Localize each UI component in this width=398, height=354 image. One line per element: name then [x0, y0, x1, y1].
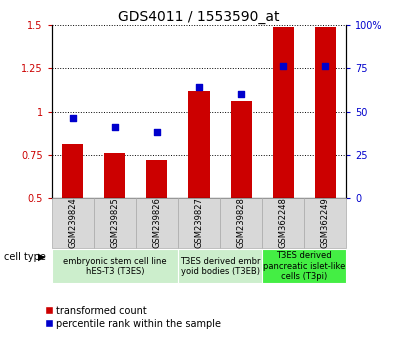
Text: T3ES derived
pancreatic islet-like
cells (T3pi): T3ES derived pancreatic islet-like cells… — [263, 251, 345, 281]
Bar — [262, 198, 304, 247]
Point — [280, 64, 286, 69]
Text: GSM362249: GSM362249 — [321, 198, 330, 248]
Bar — [52, 249, 178, 283]
Bar — [304, 198, 346, 247]
Bar — [262, 249, 346, 283]
Bar — [273, 27, 294, 198]
Text: embryonic stem cell line
hES-T3 (T3ES): embryonic stem cell line hES-T3 (T3ES) — [63, 257, 167, 276]
Text: T3ES derived embr
yoid bodies (T3EB): T3ES derived embr yoid bodies (T3EB) — [180, 257, 260, 276]
Point — [322, 64, 328, 69]
Text: ▶: ▶ — [38, 252, 45, 262]
Text: GSM239826: GSM239826 — [152, 198, 162, 248]
Point — [70, 116, 76, 121]
Bar — [178, 198, 220, 247]
Bar — [104, 153, 125, 198]
Text: GSM239828: GSM239828 — [236, 198, 246, 248]
Text: GSM239824: GSM239824 — [68, 198, 77, 248]
Bar — [230, 101, 252, 198]
Text: cell type: cell type — [4, 252, 46, 262]
Title: GDS4011 / 1553590_at: GDS4011 / 1553590_at — [118, 10, 280, 24]
Point — [238, 91, 244, 97]
Bar — [136, 198, 178, 247]
Text: GSM239825: GSM239825 — [110, 198, 119, 248]
Bar — [220, 198, 262, 247]
Bar — [315, 27, 336, 198]
Point — [154, 130, 160, 135]
Bar — [146, 160, 168, 198]
Bar — [52, 198, 94, 247]
Point — [112, 124, 118, 130]
Text: GSM362248: GSM362248 — [279, 198, 288, 248]
Legend: transformed count, percentile rank within the sample: transformed count, percentile rank withi… — [45, 306, 221, 329]
Text: GSM239827: GSM239827 — [195, 198, 203, 248]
Bar — [189, 91, 209, 198]
Point — [196, 84, 202, 90]
Bar — [62, 144, 83, 198]
Bar — [178, 249, 262, 283]
Bar — [94, 198, 136, 247]
